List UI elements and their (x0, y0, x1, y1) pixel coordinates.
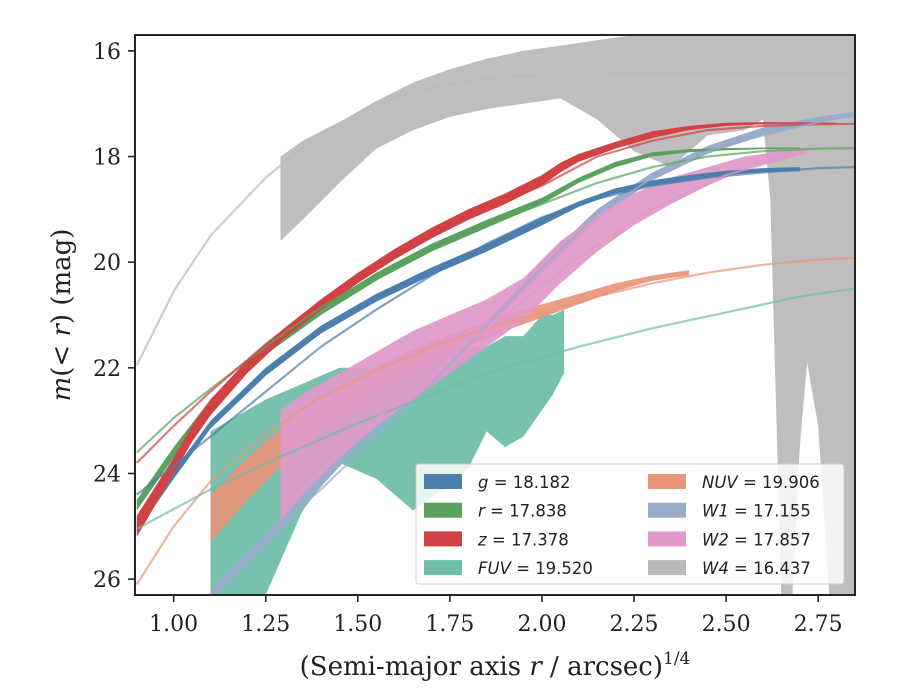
x-tick-label: 2.00 (517, 612, 566, 637)
fits-layer (135, 72, 855, 595)
band-z (136, 122, 837, 537)
x-tick-label: 1.50 (333, 612, 382, 637)
legend-label-z: z = 17.378 (477, 530, 569, 549)
x-axis-title: (Semi-major axis r / arcsec)1/4 (300, 649, 691, 682)
legend-swatch-w1 (648, 502, 686, 518)
band-fuv (210, 309, 565, 595)
legend-swatch-r (424, 502, 462, 518)
fit-line-w4 (135, 72, 855, 366)
legend-swatch-w2 (648, 531, 686, 547)
legend-label-fuv: FUV = 19.520 (478, 559, 593, 578)
fit-line-w1 (209, 113, 855, 595)
fit-line-z (136, 122, 855, 464)
x-tick-label: 2.25 (610, 612, 659, 637)
y-tick-label: 22 (93, 357, 121, 382)
legend-swatch-z (424, 531, 462, 547)
legend-label-nuv: NUV = 19.906 (702, 473, 820, 492)
x-axis-ticks: 1.00 1.25 1.50 1.75 2.00 2.25 2.50 2.75 (149, 595, 843, 637)
legend-swatch-fuv (424, 560, 462, 576)
y-tick-label: 20 (93, 251, 121, 276)
bands-layer (136, 35, 855, 595)
y-tick-label: 26 (93, 568, 121, 593)
x-tick-label: 1.75 (425, 612, 474, 637)
legend-box (415, 463, 845, 585)
band-w4 (280, 35, 855, 595)
fit-line-fuv (136, 287, 855, 530)
fit-line-g (136, 166, 855, 496)
legend-swatch-g (424, 474, 462, 489)
legend-label-w2: W2 = 17.857 (702, 530, 811, 549)
legend-label-g: g = 18.182 (478, 473, 571, 492)
x-tick-label: 1.25 (241, 612, 290, 637)
legend-label-r: r = 17.838 (478, 502, 567, 521)
legend: g = 18.182 r = 17.838 z = 17.378 FUV = 19.5… (415, 463, 845, 585)
x-tick-label: 2.50 (702, 612, 751, 637)
legend-swatch-nuv (648, 474, 686, 489)
x-tick-label: 2.75 (794, 612, 843, 637)
x-tick-label: 1.00 (149, 612, 198, 637)
legend-label-w1: W1 = 17.155 (702, 502, 811, 521)
y-tick-label: 16 (93, 40, 121, 65)
y-axis-ticks: 16 18 20 22 24 26 (93, 40, 135, 593)
fit-line-w2 (283, 152, 801, 512)
legend-swatch-w4 (648, 560, 686, 576)
y-tick-label: 24 (93, 462, 121, 487)
y-tick-label: 18 (93, 146, 121, 171)
legend-label-w4: W4 = 16.437 (702, 559, 811, 578)
y-axis-title: m(< r) (mag) (47, 229, 77, 402)
plot-frame (134, 34, 856, 596)
